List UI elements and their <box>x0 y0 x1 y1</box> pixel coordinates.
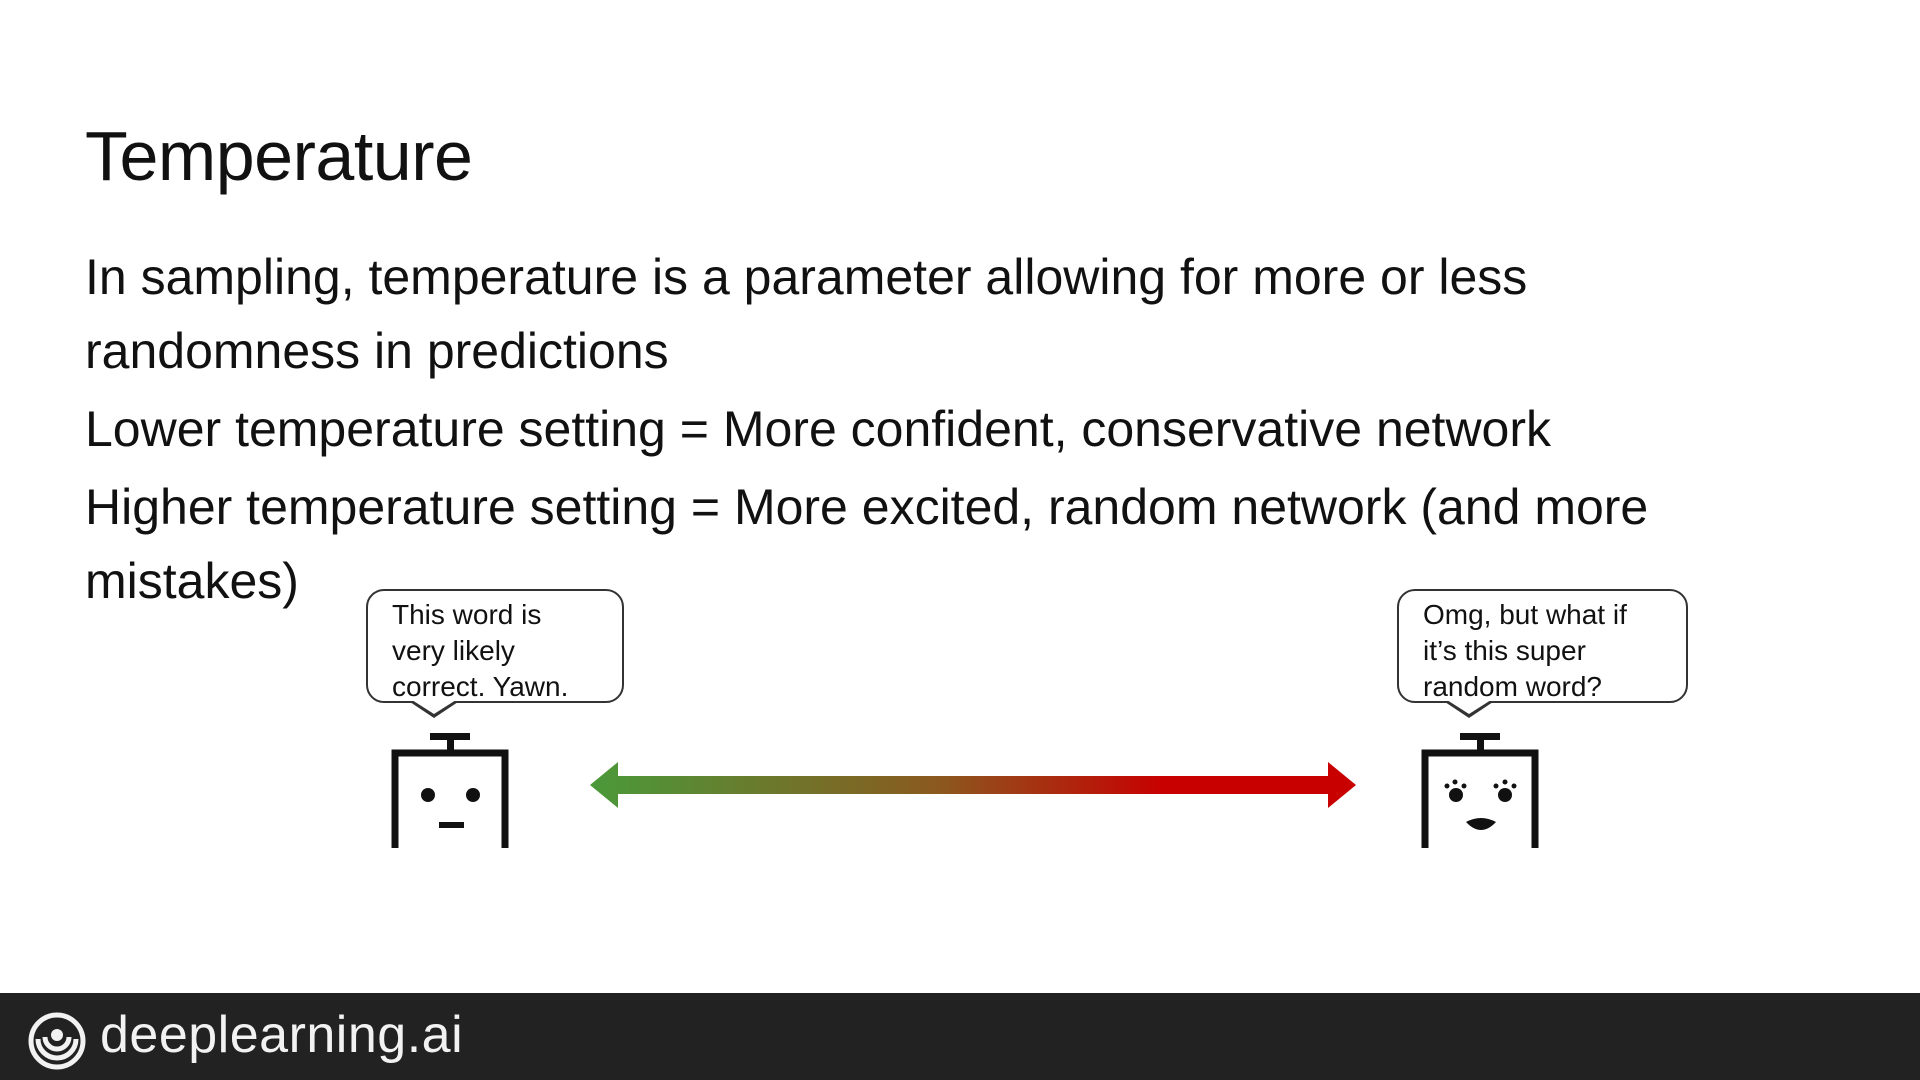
calm-bubble-line-3: correct. Yawn. <box>392 671 569 702</box>
bullet-list: In sampling, temperature is a parameter … <box>85 240 1805 622</box>
temperature-gradient-arrow <box>590 762 1356 808</box>
calm-robot-icon <box>391 733 509 848</box>
calm-speech-bubble: This word is very likely correct. Yawn. <box>366 589 624 718</box>
excited-robot-icon <box>1421 733 1539 848</box>
bullet-higher-temperature: Higher temperature setting = More excite… <box>85 479 1649 609</box>
excited-bubble-line-3: random word? <box>1423 671 1602 702</box>
bullet-sampling: In sampling, temperature is a parameter … <box>85 249 1528 379</box>
calm-bubble-line-1: This word is <box>392 599 542 630</box>
footer-brand-name: deeplearning.ai <box>100 1006 464 1064</box>
excited-bubble-line-1: Omg, but what if <box>1423 599 1627 630</box>
deeplearning-logo-icon <box>28 1012 86 1070</box>
excited-bubble-line-2: it’s this super <box>1423 635 1586 666</box>
bubble-tail-fill <box>1447 700 1491 714</box>
bullet-lower-temperature: Lower temperature setting = More confide… <box>85 401 1552 457</box>
slide-title: Temperature <box>85 117 473 195</box>
calm-bubble-line-2: very likely <box>392 635 515 666</box>
excited-speech-bubble: Omg, but what if it’s this super random … <box>1397 589 1688 718</box>
bubble-tail-fill <box>412 700 456 714</box>
footer-bar: deeplearning.ai <box>0 993 1920 1080</box>
